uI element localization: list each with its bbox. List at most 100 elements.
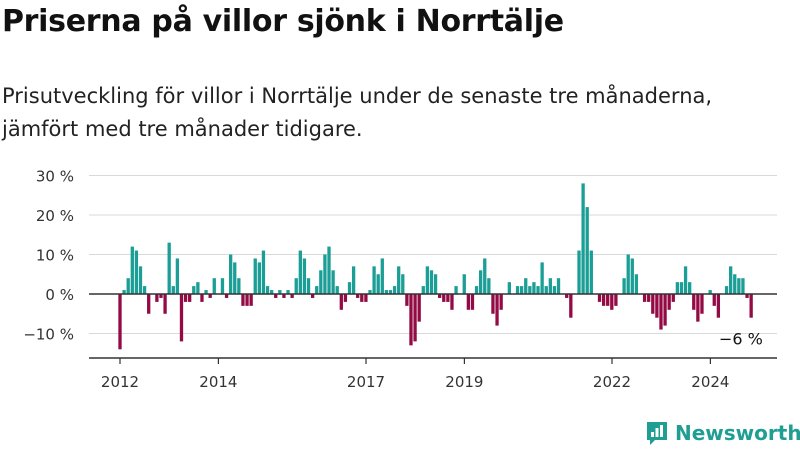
bar (536, 286, 540, 294)
bar (388, 290, 393, 294)
bar (474, 286, 479, 294)
bar (192, 286, 196, 294)
bar (200, 294, 204, 302)
bar (130, 246, 134, 294)
bar (655, 294, 659, 318)
x-tick-label: 2019 (445, 373, 483, 391)
bar (495, 294, 499, 326)
bar (729, 266, 733, 294)
bar (634, 274, 639, 294)
bar (257, 262, 261, 294)
bar (708, 290, 712, 294)
bar (528, 286, 532, 294)
bar (462, 274, 466, 294)
bar (343, 294, 348, 302)
bar (138, 266, 143, 294)
bar (483, 258, 487, 294)
bar (179, 294, 184, 342)
chart-subtitle: Prisutveckling för villor i Norrtälje un… (2, 84, 713, 141)
x-tick-label: 2022 (593, 373, 631, 391)
bar (278, 290, 282, 294)
bar (647, 294, 651, 302)
bar (134, 250, 139, 294)
bar (671, 294, 675, 302)
bar (688, 282, 692, 294)
bar (397, 266, 401, 294)
bar (466, 294, 471, 310)
bar (241, 294, 245, 306)
bar (544, 286, 548, 294)
bar (663, 294, 667, 326)
bar (269, 290, 274, 294)
bar (261, 250, 266, 294)
bar (642, 294, 647, 302)
bar (282, 294, 286, 298)
bar (204, 290, 208, 294)
bar (749, 294, 753, 318)
bar (372, 266, 376, 294)
bar (479, 270, 483, 294)
bar (438, 294, 442, 298)
bar (417, 294, 421, 322)
bar (507, 282, 511, 294)
bar (118, 294, 122, 350)
bar (741, 278, 745, 294)
bar (569, 294, 573, 318)
bar (585, 207, 589, 294)
bar (376, 274, 380, 294)
bar (712, 294, 716, 306)
bar (147, 294, 151, 314)
bar (700, 294, 704, 314)
bar (351, 266, 356, 294)
bar (196, 282, 200, 294)
bar (548, 278, 552, 294)
bar (421, 286, 425, 294)
bar (601, 294, 606, 306)
bar (208, 294, 212, 298)
bar (622, 278, 626, 294)
brand-logo[interactable]: Newsworthy (645, 418, 800, 448)
bar (339, 294, 343, 310)
bar (577, 250, 581, 294)
bar (335, 286, 339, 294)
x-tick-label: 2012 (101, 373, 139, 391)
bar (552, 286, 557, 294)
bar (294, 278, 298, 294)
bar (347, 282, 352, 294)
newsworthy-logo-icon (647, 422, 667, 445)
bar (425, 266, 430, 294)
bar (724, 286, 729, 294)
y-tick-label: 30 % (36, 168, 74, 186)
bar (183, 294, 188, 302)
y-tick-label: 20 % (36, 207, 74, 225)
bar (360, 294, 364, 302)
bar (290, 294, 294, 298)
bar (630, 258, 634, 294)
bar (606, 294, 610, 306)
bar (249, 294, 253, 306)
bar (692, 294, 696, 310)
bar (679, 282, 684, 294)
bar (306, 278, 311, 294)
y-tick-label: 0 % (45, 286, 74, 304)
chart-title: Priserna på villor sjönk i Norrtälje (2, 4, 564, 39)
bar (356, 294, 360, 298)
bar (733, 274, 737, 294)
bar (392, 286, 397, 294)
bar (433, 274, 438, 294)
bar (159, 294, 163, 298)
bar (380, 258, 384, 294)
bar (384, 290, 389, 294)
bar (519, 286, 524, 294)
bar (610, 294, 614, 310)
bar (224, 294, 229, 298)
bar (163, 294, 167, 314)
bar (405, 294, 409, 306)
bar (454, 286, 458, 294)
x-tick-label: 2017 (347, 373, 385, 391)
bar (683, 266, 688, 294)
bar (175, 258, 180, 294)
bar (265, 286, 270, 294)
bar (659, 294, 663, 330)
